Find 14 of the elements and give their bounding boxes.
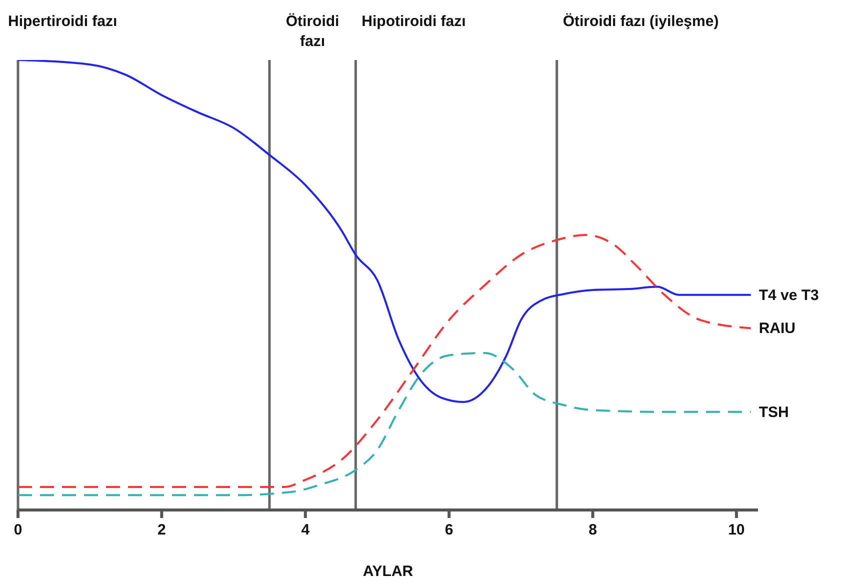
text: Ötiroidi fazı — [286, 13, 340, 50]
series-label: TSH — [758, 404, 789, 421]
x-tick-label: 4 — [301, 522, 310, 539]
series-label: T4 ve T3 — [758, 286, 819, 304]
x-tick-label: 0 — [14, 522, 22, 539]
text: Hipotiroidi fazı — [362, 13, 466, 30]
x-tick-label: 6 — [444, 522, 454, 539]
text: Hipertiroidi fazı — [8, 13, 118, 30]
series-label: RAIU — [758, 320, 796, 338]
x-axis-title: AYLAR — [362, 563, 414, 580]
x-tick-label: 10 — [728, 522, 745, 539]
text: Ötiroidi fazı (iyileşme) — [562, 13, 719, 30]
x-tick-label: 2 — [158, 522, 166, 539]
x-tick-label: 8 — [588, 522, 597, 539]
